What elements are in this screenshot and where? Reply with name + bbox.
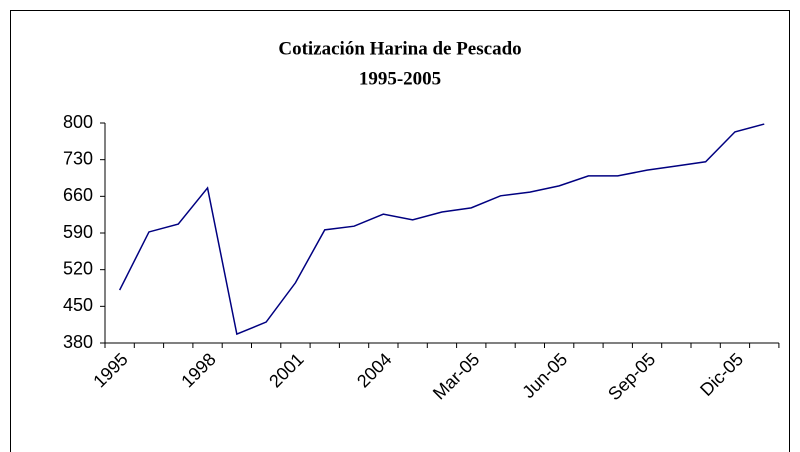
- y-tick-label: 380: [63, 332, 93, 352]
- y-tick-label: 800: [63, 112, 93, 132]
- y-tick-label: 520: [63, 258, 93, 278]
- y-tick-label: 730: [63, 148, 93, 168]
- y-tick-label: 660: [63, 185, 93, 205]
- y-tick-label: 590: [63, 222, 93, 242]
- data-line: [118, 123, 765, 336]
- chart-title: Cotización Harina de Pescado: [278, 38, 521, 59]
- y-tick-label: 450: [63, 295, 93, 315]
- chart-subtitle: 1995-2005: [359, 68, 441, 89]
- chart-frame: [10, 10, 790, 452]
